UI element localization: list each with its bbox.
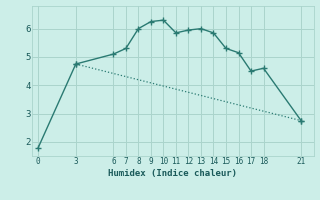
X-axis label: Humidex (Indice chaleur): Humidex (Indice chaleur): [108, 169, 237, 178]
